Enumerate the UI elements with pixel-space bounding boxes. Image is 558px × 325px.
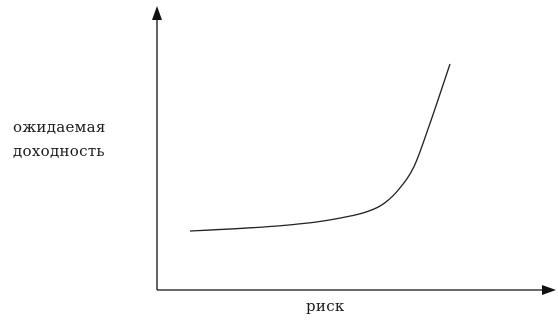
y-axis-label-line-2: доходность [13,142,105,160]
y-axis-label-line-1: ожидаемая [13,118,106,136]
series-line-expected-return [189,63,451,232]
x-axis-label: риск [306,297,345,315]
y-axis-arrow [152,6,162,20]
x-axis-arrow [542,285,556,295]
y-axis-label: ожидаемая доходность [13,115,106,163]
